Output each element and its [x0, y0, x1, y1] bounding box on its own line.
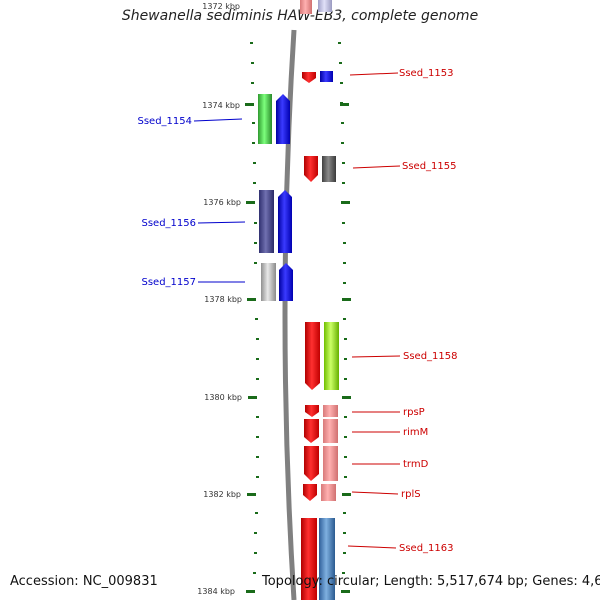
gene-arrow-ssed-1155: [304, 156, 318, 182]
feature-top-pink: [300, 0, 312, 14]
gene-arrow-ssed-1154: [276, 94, 290, 144]
leader-line-ssed-1154: [193, 118, 243, 122]
genome-title: Shewanella sediminis HAW-EB3, complete g…: [121, 8, 479, 24]
scale-label-1374: 1374 kbp: [202, 101, 240, 110]
gene-feature-ssed-1158-cds: [324, 322, 339, 390]
gene-label-ssed-1163[interactable]: Ssed_1163: [399, 543, 454, 554]
gene-feature-ssed-1153-cds: [320, 71, 333, 82]
gene-label-ssed-1156[interactable]: Ssed_1156: [141, 218, 196, 229]
gene-label-rimm[interactable]: rimM: [403, 427, 428, 438]
gene-feature-trmd-cds: [323, 446, 338, 481]
gene-arrow-ssed-1156: [278, 190, 292, 253]
major-ticks-right: [340, 103, 351, 593]
gene-arrow-rpsp: [305, 405, 319, 417]
leader-line-ssed-1158: [351, 355, 401, 358]
major-ticks-left: [245, 103, 257, 593]
gene-label-ssed-1154[interactable]: Ssed_1154: [137, 116, 192, 127]
gene-label-ssed-1158[interactable]: Ssed_1158: [403, 351, 458, 362]
leader-line-rpls: [351, 491, 399, 495]
gene-arrow-trmd: [304, 446, 319, 481]
feature-top-lavender: [318, 0, 332, 12]
leader-line-ssed-1156: [197, 221, 246, 224]
scale-label-1380: 1380 kbp: [204, 393, 242, 402]
gene-feature-ssed-1163-cds: [319, 518, 335, 600]
gene-arrow-ssed-1157: [279, 263, 293, 301]
scale-label-1378: 1378 kbp: [204, 295, 242, 304]
gene-feature-ssed-1156-cds: [259, 190, 274, 253]
gene-label-ssed-1155[interactable]: Ssed_1155: [402, 161, 457, 172]
gene-label-ssed-1157[interactable]: Ssed_1157: [141, 277, 196, 288]
gene-label-ssed-1153[interactable]: Ssed_1153: [399, 68, 454, 79]
scale-label-top: 1372 kbp: [202, 2, 240, 11]
gene-arrow-rimm: [304, 419, 319, 443]
scale-label-1376: 1376 kbp: [203, 198, 241, 207]
tick-column-left: [250, 42, 259, 574]
accession-info: Accession: NC_009831: [10, 574, 158, 589]
scale-label-1384: 1384 kbp: [197, 587, 235, 596]
gene-label-rpls[interactable]: rplS: [401, 489, 421, 500]
gene-feature-rpls-cds: [321, 484, 336, 501]
gene-feature-ssed-1157-cds: [261, 263, 276, 301]
topology-info: Topology: circular; Length: 5,517,674 bp…: [262, 574, 600, 589]
gene-label-rpsp[interactable]: rpsP: [403, 407, 425, 418]
gene-arrow-ssed-1153: [302, 72, 316, 83]
gene-arrow-rpls: [303, 484, 317, 501]
gene-feature-ssed-1155-cds: [322, 156, 336, 182]
leader-line-ssed-1153: [349, 72, 399, 76]
gene-arrow-ssed-1163: [301, 518, 317, 600]
gene-label-trmd[interactable]: trmD: [403, 459, 429, 470]
gene-feature-rpsp-cds: [323, 405, 338, 417]
scale-label-1382: 1382 kbp: [203, 490, 241, 499]
gene-feature-ssed-1154-cds: [258, 94, 272, 144]
gene-arrow-ssed-1158: [305, 322, 320, 390]
leader-line-ssed-1155: [352, 165, 401, 169]
gene-feature-rimm-cds: [323, 419, 338, 443]
leader-line-ssed-1163: [347, 545, 397, 549]
